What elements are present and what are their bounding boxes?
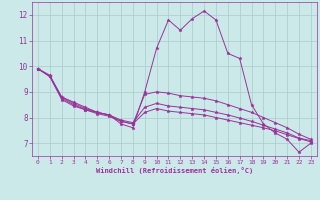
X-axis label: Windchill (Refroidissement éolien,°C): Windchill (Refroidissement éolien,°C): [96, 167, 253, 174]
